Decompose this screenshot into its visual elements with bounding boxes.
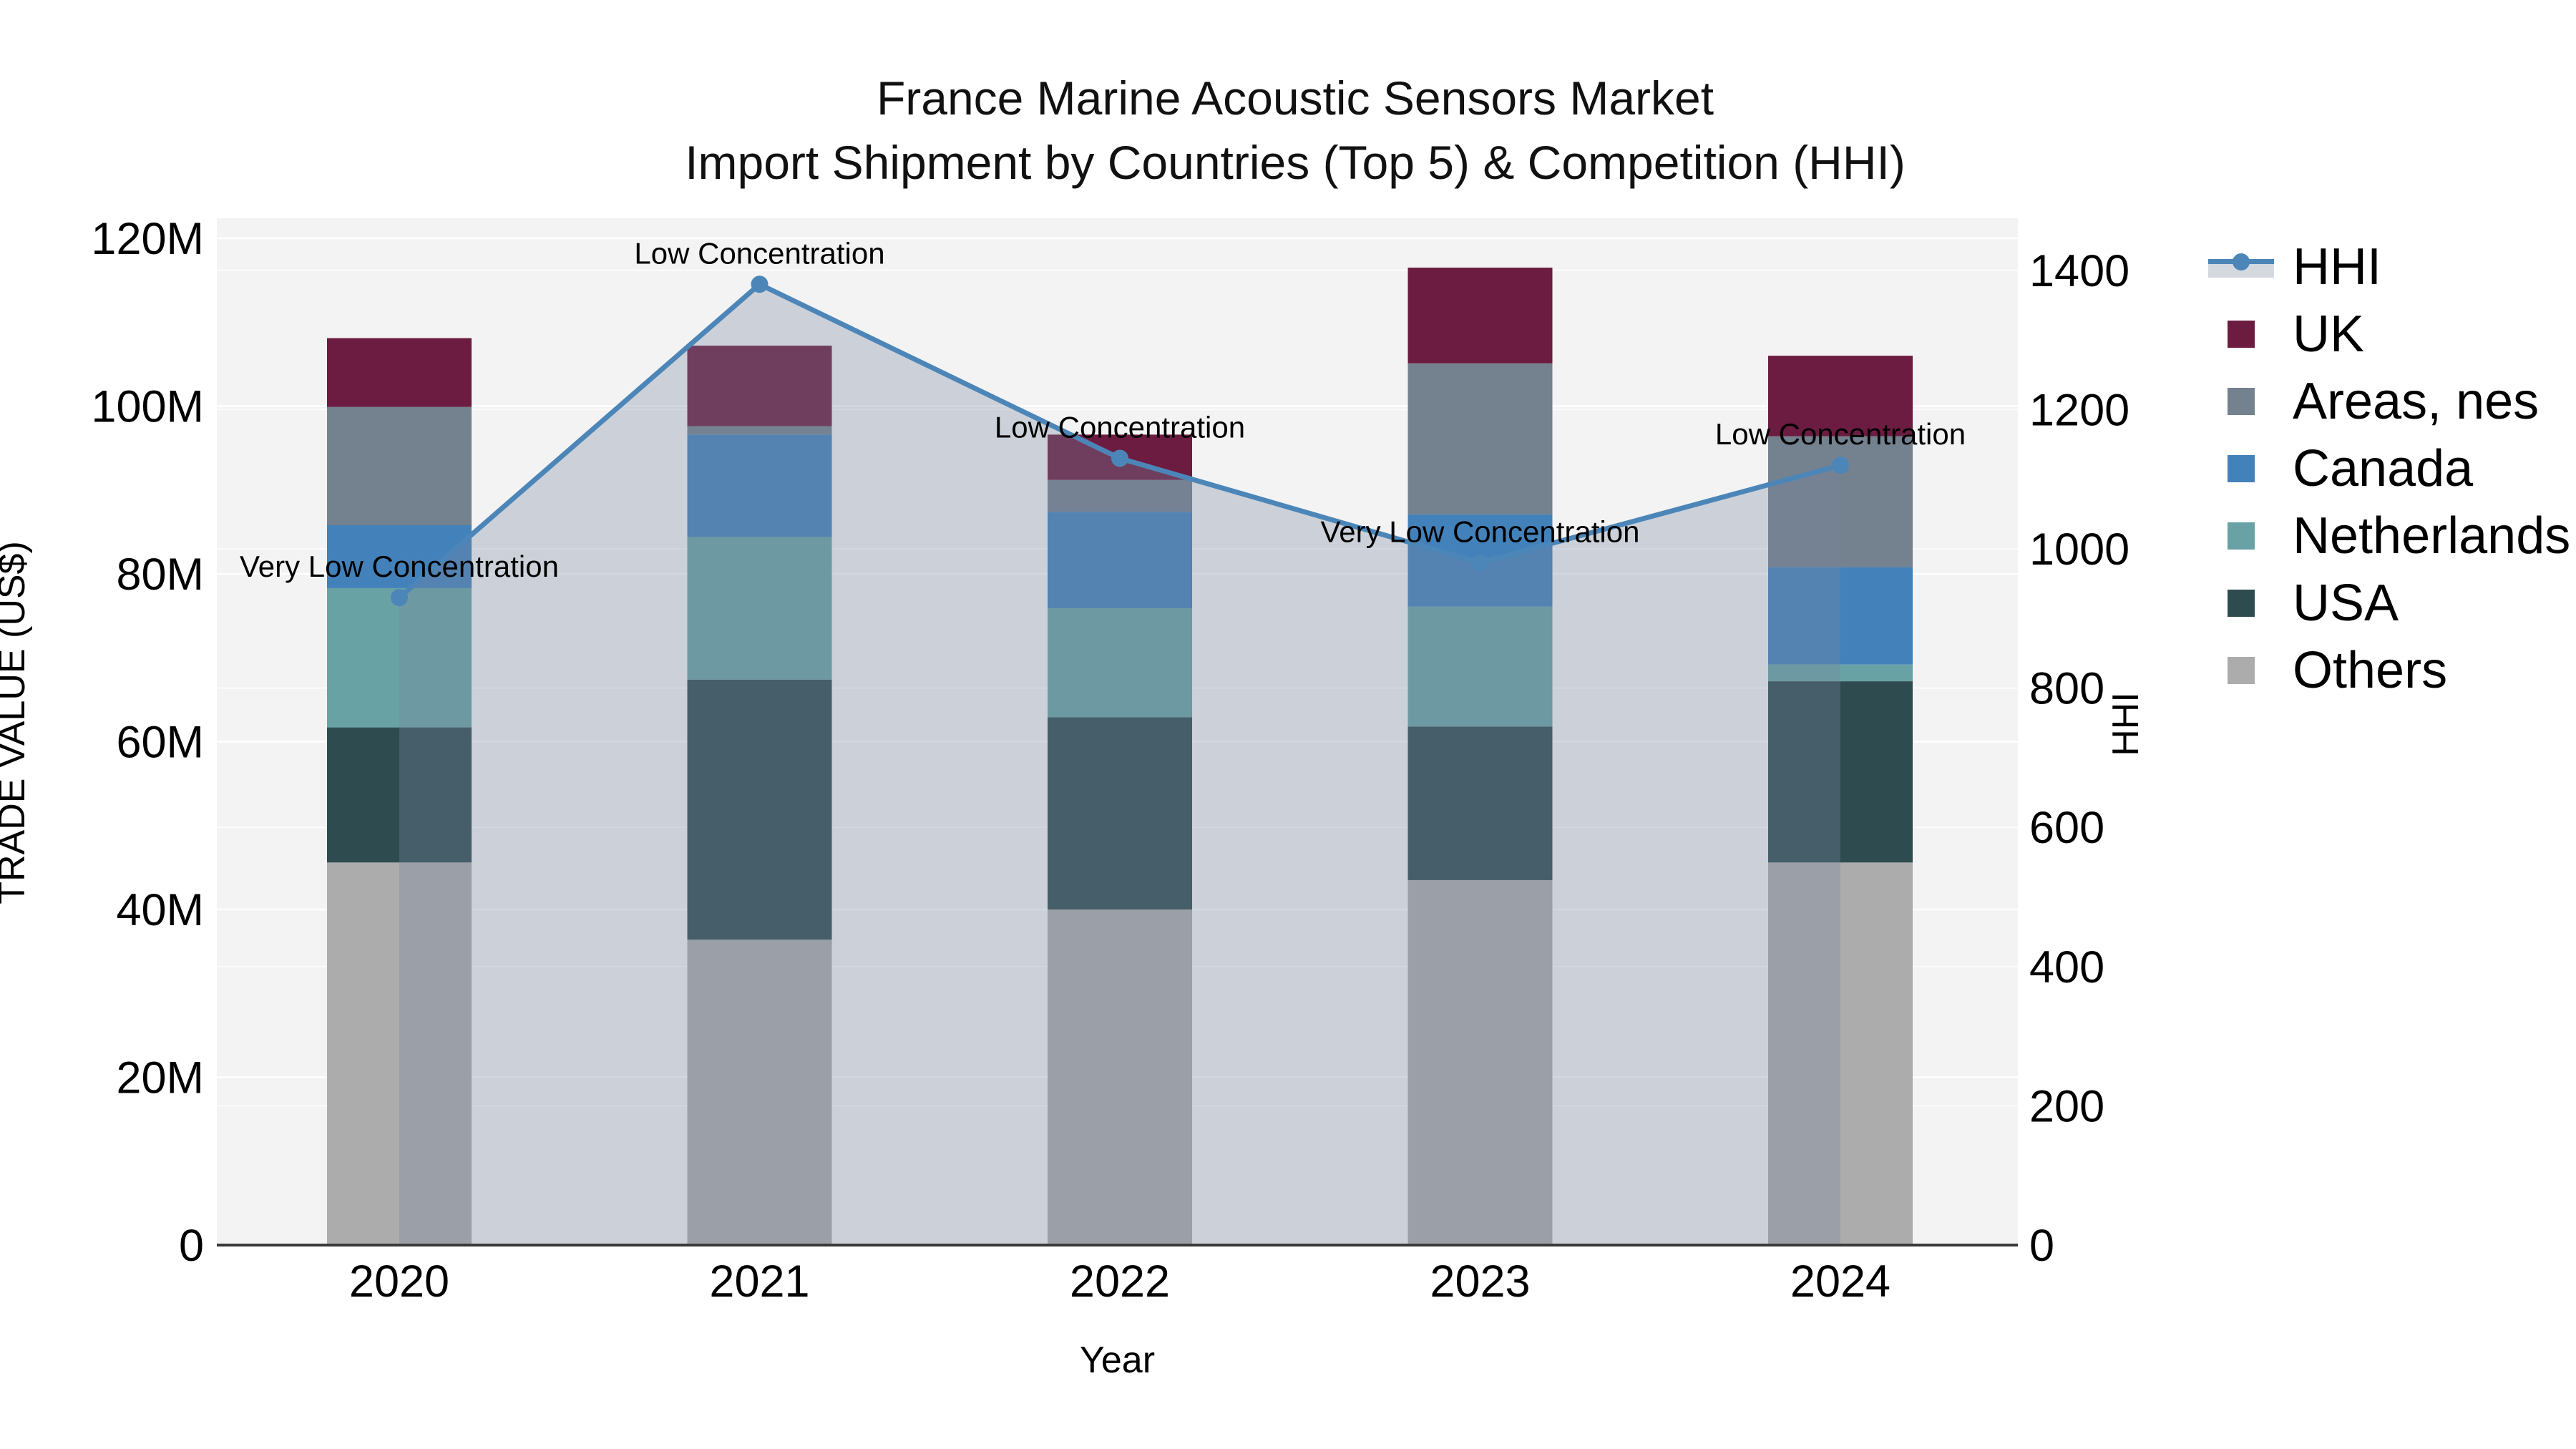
x-tick-label: 2021 <box>709 1257 809 1307</box>
x-tick-label: 2022 <box>1070 1257 1170 1307</box>
bar-segment-2023-areas-nes <box>1407 363 1553 514</box>
bar-segment-2024-uk <box>1768 356 1913 436</box>
bar-segment-2020-others <box>327 862 472 1245</box>
bar-segment-2021-uk <box>687 346 832 426</box>
right-tick-label: 1200 <box>2029 385 2129 435</box>
legend-label-netherlands: Netherlands <box>2293 507 2571 565</box>
legend-item-hhi: HHI <box>2208 233 2570 301</box>
hhi-annotation-2020: Very Low Concentration <box>240 550 559 583</box>
uk-swatch-icon <box>2228 321 2255 348</box>
bar-segment-2020-areas-nes <box>327 406 472 525</box>
legend-item-others: Others <box>2208 637 2570 704</box>
x-axis-title: Year <box>1080 1340 1155 1381</box>
right-tick-label: 0 <box>2029 1221 2054 1271</box>
bar-segment-2021-netherlands <box>687 537 832 680</box>
bar-segment-2023-netherlands <box>1407 606 1553 727</box>
bar-segment-2024-netherlands <box>1768 664 1913 682</box>
legend-label-canada: Canada <box>2293 440 2474 497</box>
hhi-annotation-2024: Low Concentration <box>1715 417 1966 451</box>
bar-segment-2023-others <box>1407 879 1553 1245</box>
bar-segment-2021-areas-nes <box>687 426 832 435</box>
right-tick-label: 1000 <box>2029 525 2129 575</box>
bar-segment-2020-usa <box>327 727 472 863</box>
legend-item-uk: UK <box>2208 301 2570 368</box>
legend-item-netherlands: Netherlands <box>2208 502 2570 570</box>
bar-segment-2023-usa <box>1407 726 1553 880</box>
legend-label-uk: UK <box>2293 306 2365 363</box>
legend-item-canada: Canada <box>2208 435 2570 502</box>
hhi-marker-2020 <box>391 589 408 607</box>
bar-segment-2022-netherlands <box>1048 608 1192 718</box>
chart-subtitle: Import Shipment by Countries (Top 5) & C… <box>685 136 1906 189</box>
right-tick-label: 400 <box>2029 942 2104 992</box>
left-axis-title: TRADE VALUE (US$) <box>0 541 33 904</box>
x-tick-label: 2020 <box>349 1257 449 1307</box>
bar-segment-2021-others <box>687 940 832 1245</box>
legend: HHI UK Areas, nes Canada Netherlands USA… <box>2208 233 2570 704</box>
right-tick-label: 600 <box>2029 803 2104 853</box>
bar-segment-2022-canada <box>1048 512 1192 609</box>
bar-segment-2020-uk <box>327 338 472 407</box>
left-tick-label: 60M <box>116 718 204 768</box>
left-tick-label: 100M <box>91 382 204 432</box>
legend-label-usa: USA <box>2293 575 2399 632</box>
hhi-line-swatch-icon <box>2208 253 2274 280</box>
hhi-marker-2021 <box>751 275 769 293</box>
legend-label-areas-nes: Areas, nes <box>2293 373 2540 430</box>
usa-swatch-icon <box>2228 590 2255 617</box>
hhi-marker-2023 <box>1471 554 1489 572</box>
bar-segment-2022-others <box>1048 909 1192 1245</box>
hhi-marker-2024 <box>1832 457 1849 474</box>
right-tick-label: 800 <box>2029 664 2104 714</box>
legend-label-others: Others <box>2293 642 2448 699</box>
hhi-annotation-2023: Very Low Concentration <box>1321 514 1640 548</box>
right-axis-title: HHI <box>2105 692 2147 756</box>
left-tick-label: 0 <box>179 1221 204 1271</box>
chart-title-block: France Marine Acoustic Sensors Market Im… <box>7 66 2576 195</box>
others-swatch-icon <box>2228 657 2255 684</box>
left-tick-label: 80M <box>116 550 204 600</box>
areas-nes-swatch-icon <box>2228 388 2255 415</box>
bar-segment-2020-netherlands <box>327 587 472 728</box>
bar-segment-2024-others <box>1768 862 1913 1245</box>
bar-segment-2022-areas-nes <box>1048 479 1192 512</box>
legend-item-usa: USA <box>2208 570 2570 637</box>
legend-label-hhi: HHI <box>2293 238 2381 296</box>
bar-segment-2024-canada <box>1768 567 1913 665</box>
netherlands-swatch-icon <box>2228 522 2255 550</box>
x-tick-label: 2023 <box>1430 1257 1530 1307</box>
bar-segment-2022-usa <box>1048 717 1192 909</box>
hhi-area-fill <box>399 284 1840 1245</box>
chart-title: France Marine Acoustic Sensors Market <box>876 72 1714 125</box>
x-tick-label: 2024 <box>1790 1257 1890 1307</box>
right-tick-label: 1400 <box>2029 246 2129 296</box>
legend-item-areas-nes: Areas, nes <box>2208 368 2570 435</box>
left-tick-label: 20M <box>116 1053 204 1103</box>
bar-segment-2021-canada <box>687 434 832 537</box>
bar-segment-2023-uk <box>1407 268 1553 364</box>
hhi-annotation-2022: Low Concentration <box>995 411 1245 444</box>
hhi-annotation-2021: Low Concentration <box>634 236 884 270</box>
hhi-marker-2022 <box>1111 449 1128 467</box>
bar-segment-2024-usa <box>1768 681 1913 863</box>
right-tick-label: 200 <box>2029 1081 2104 1131</box>
left-tick-label: 120M <box>91 214 204 264</box>
canada-swatch-icon <box>2228 455 2255 482</box>
left-tick-label: 40M <box>116 885 204 935</box>
bar-segment-2021-usa <box>687 679 832 940</box>
